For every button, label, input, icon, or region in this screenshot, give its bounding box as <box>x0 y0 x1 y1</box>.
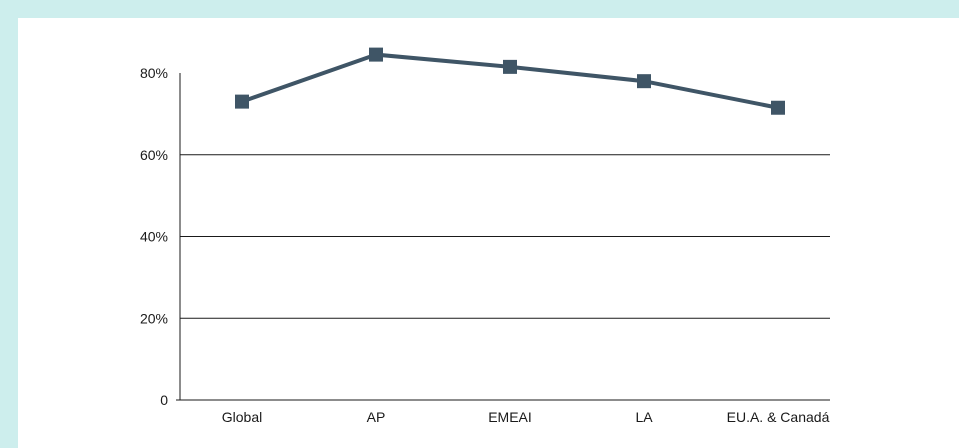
x-tick-label: AP <box>367 409 386 425</box>
data-point-marker <box>637 74 651 89</box>
x-tick-label: EU.A. & Canadá <box>727 409 830 425</box>
x-tick-labels: Global AP EMEAI LA EU.A. & Canadá <box>222 409 830 425</box>
y-tick-label: 40% <box>140 229 168 245</box>
data-point-marker <box>503 59 517 74</box>
y-tick-label: 80% <box>140 65 168 81</box>
y-tick-labels: 0 20% 40% 60% 80% <box>140 65 168 408</box>
y-tick-label: 60% <box>140 147 168 163</box>
data-point-marker <box>771 100 785 115</box>
x-tick-label: Global <box>222 409 262 425</box>
chart-panel: 0 20% 40% 60% 80% Global AP EMEAI LA EU.A. & Can… <box>18 18 959 448</box>
data-point-marker <box>235 94 249 109</box>
x-tick-label: EMEAI <box>488 409 532 425</box>
grid-layer <box>180 154 830 319</box>
data-point-marker <box>369 47 383 62</box>
y-tick-label: 0 <box>160 392 168 408</box>
line-chart: 0 20% 40% 60% 80% Global AP EMEAI LA EU.A. & Can… <box>140 47 830 425</box>
x-tick-label: LA <box>635 409 653 425</box>
y-tick-label: 20% <box>140 310 168 326</box>
series-layer <box>235 47 785 115</box>
